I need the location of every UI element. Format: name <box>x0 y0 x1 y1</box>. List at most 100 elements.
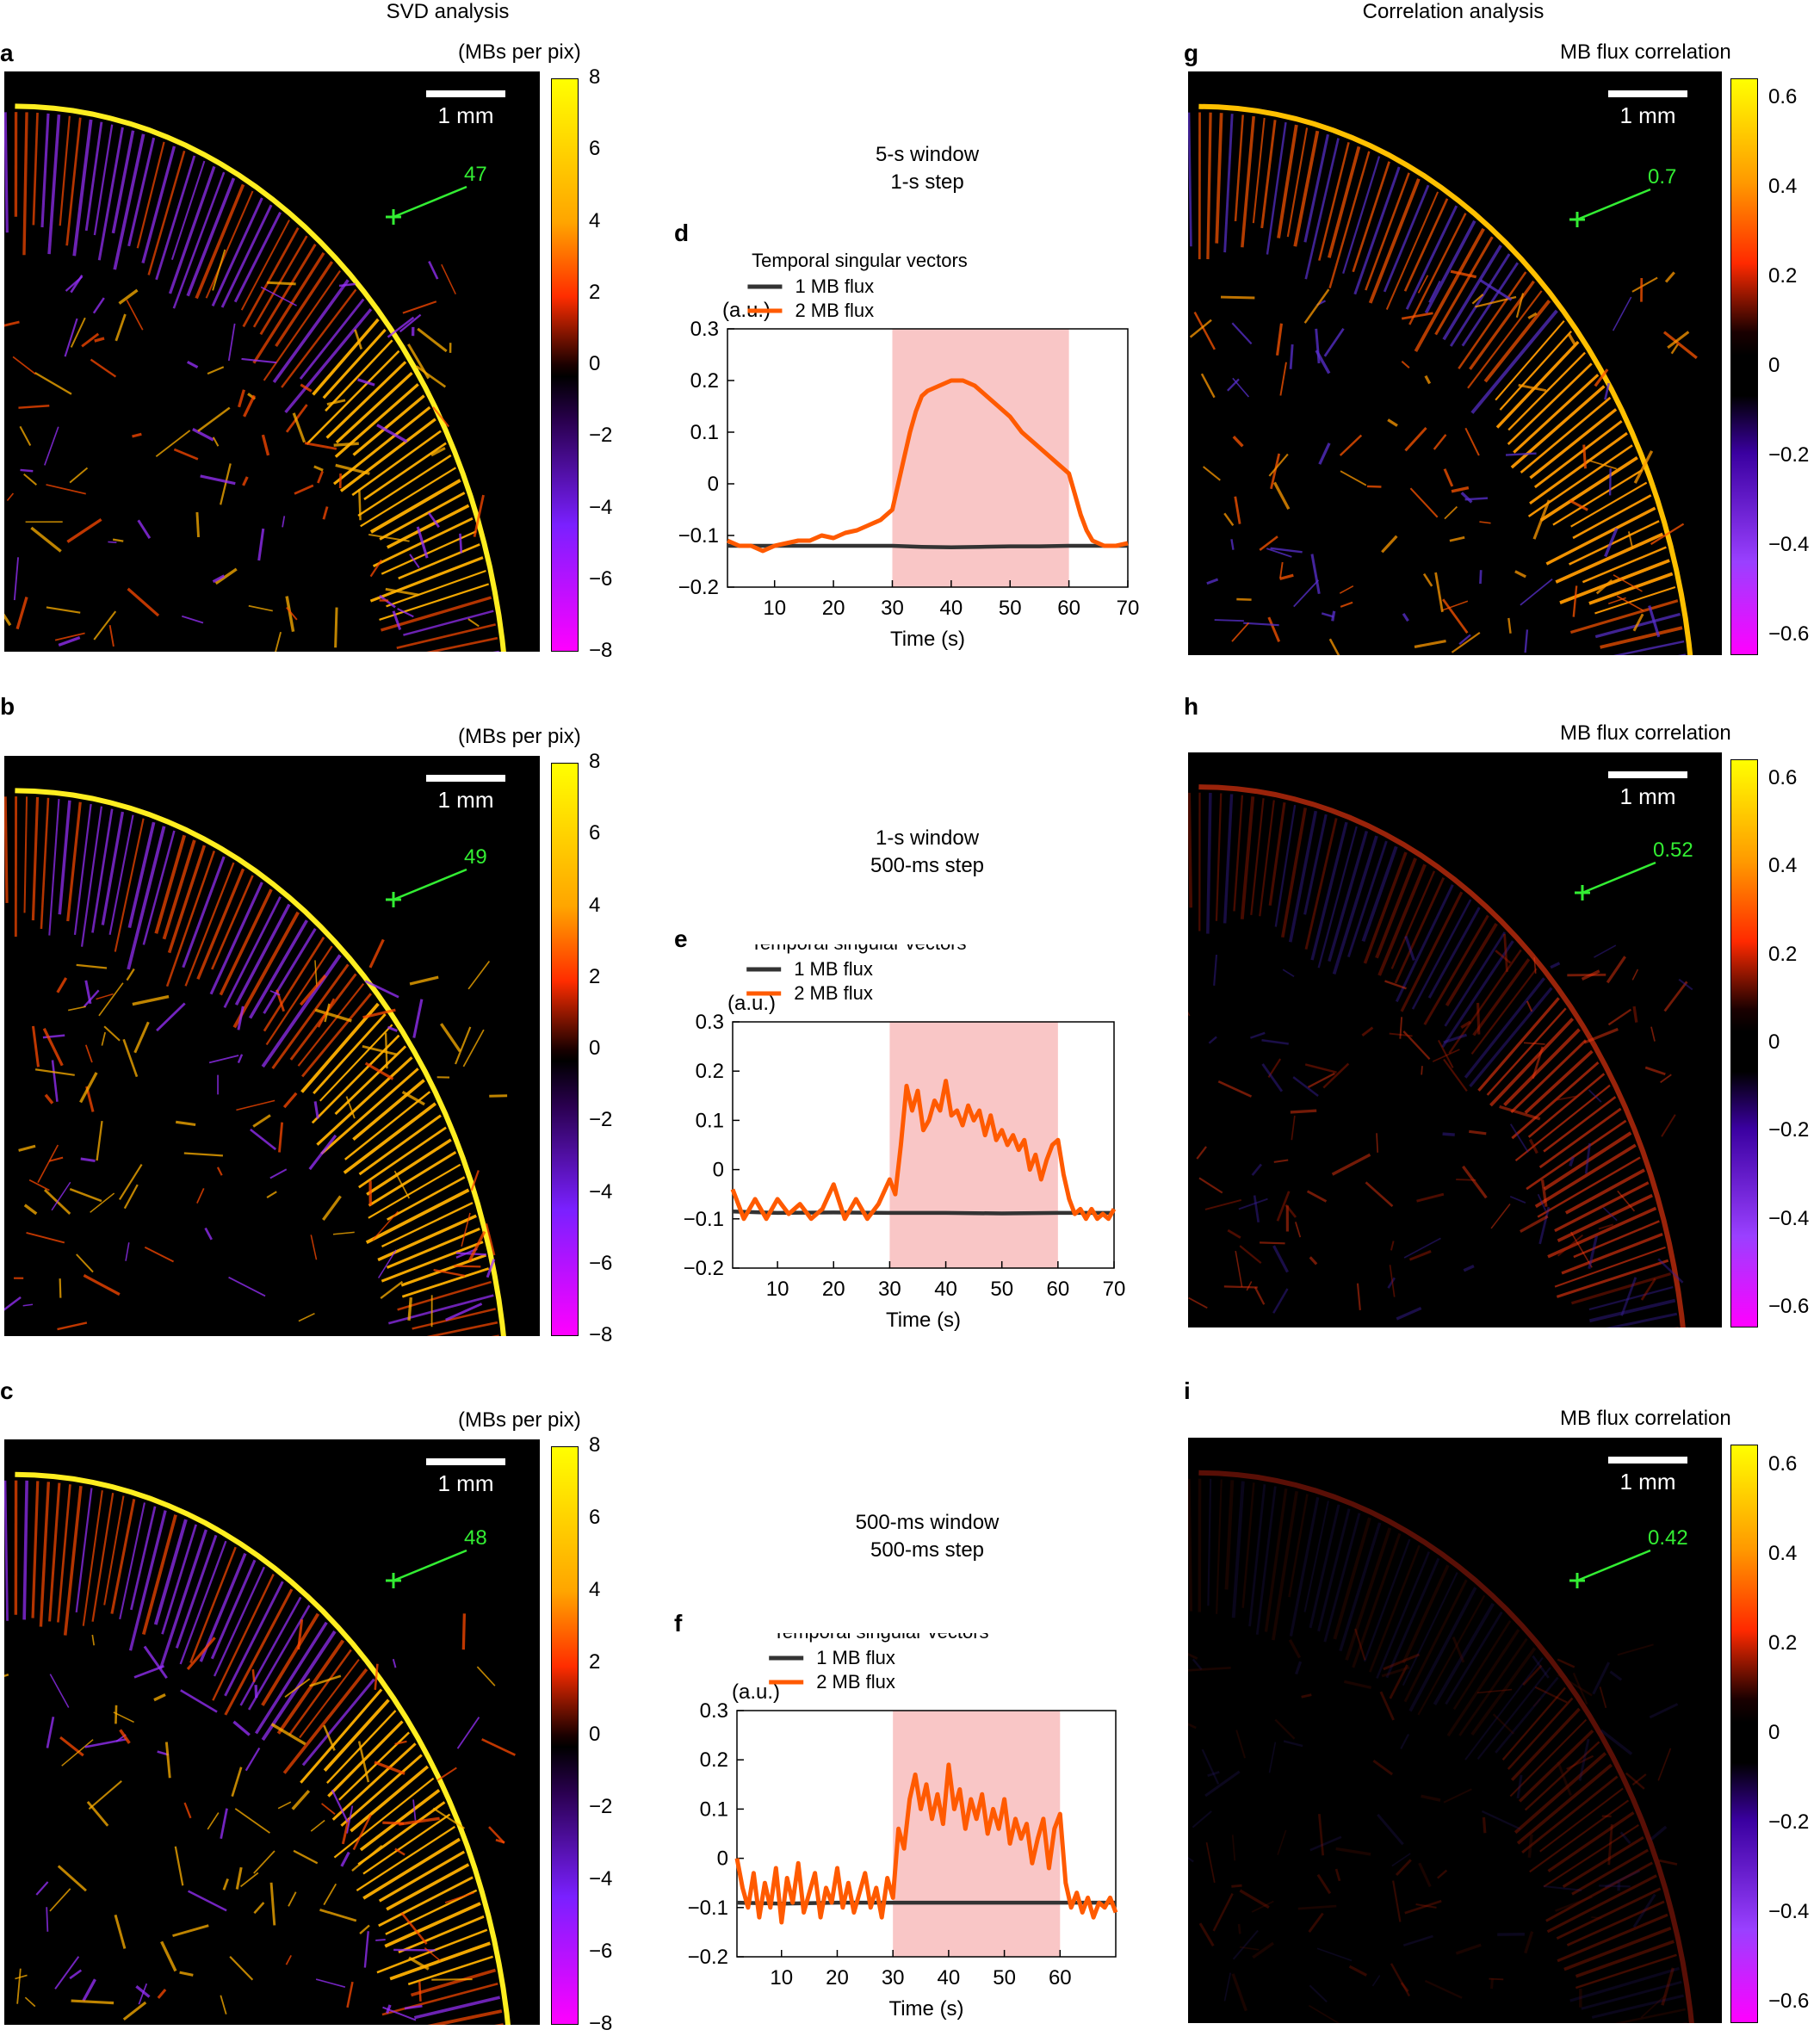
colorbar-tick-label: 2 <box>589 965 600 989</box>
colorbar-tick-label: −2 <box>589 1795 612 1819</box>
roi-marker: 0.42 <box>1569 1526 1688 1588</box>
colorbar-tick-label: 8 <box>589 750 600 774</box>
stimulus-region <box>893 1711 1060 1957</box>
x-axis-label: Time (s) <box>886 1309 961 1332</box>
corr-title: MB flux correlation <box>1560 1407 1731 1431</box>
x-tick-label: 60 <box>1057 597 1080 620</box>
x-tick-label: 70 <box>1117 597 1140 620</box>
y-tick-label: 0.1 <box>690 421 719 444</box>
legend-title: Temporal singular vectors <box>751 944 967 954</box>
legend-title: Temporal singular vectors <box>773 1633 989 1643</box>
roi-marker: 0.7 <box>1569 165 1676 227</box>
window-label-line1: 1-s window <box>876 826 979 851</box>
colorbar-tick-label: 4 <box>589 1578 600 1602</box>
colorbar-tick-label: −0.2 <box>1768 1118 1809 1142</box>
vessel-texture <box>4 790 508 1336</box>
x-tick-label: 70 <box>1103 1278 1126 1301</box>
x-tick-label: 40 <box>934 1278 957 1301</box>
x-tick-label: 30 <box>878 1278 901 1301</box>
roi-value: 0.52 <box>1653 839 1693 862</box>
colorbar-tick-label: 0 <box>1768 354 1780 378</box>
roi-marker: 49 <box>386 845 487 907</box>
svd-header: SVD analysis <box>362 0 534 24</box>
x-tick-label: 50 <box>999 597 1022 620</box>
panel-label-a: a <box>0 40 14 67</box>
y-tick-label: 0 <box>713 1159 724 1182</box>
vessel-texture <box>1189 107 1697 655</box>
y-tick-label: 0.2 <box>700 1748 728 1772</box>
colorbar-tick-label: −2 <box>589 424 612 448</box>
panel-label-d: d <box>674 220 689 247</box>
svd-map-a-image: 47 <box>4 71 540 652</box>
colorbar-tick-label: 4 <box>589 894 600 918</box>
roi-value: 47 <box>464 163 487 186</box>
scale-bar-label: 1 mm <box>419 1470 512 1497</box>
vessel-texture <box>4 1475 515 2025</box>
vessel-texture <box>1188 787 1693 1327</box>
y-tick-label: −0.1 <box>684 1208 724 1231</box>
corr-colorbar <box>1730 759 1758 1327</box>
colorbar-tick-label: 4 <box>589 209 600 233</box>
roi-marker: 0.52 <box>1575 839 1693 900</box>
colorbar-tick-label: 0.2 <box>1768 264 1797 288</box>
legend-label: 1 MB flux <box>816 1647 895 1668</box>
colorbar-tick-label: −4 <box>589 1180 612 1204</box>
legend-label: 2 MB flux <box>795 300 874 321</box>
corr-title: MB flux correlation <box>1560 721 1731 746</box>
colorbar-tick-label: 2 <box>589 1650 600 1674</box>
colorbar-tick-label: −6 <box>589 1940 612 1964</box>
y-tick-label: 0.3 <box>700 1699 728 1723</box>
corr-colorbar <box>1730 1445 1758 2023</box>
vessel-texture <box>1188 1473 1697 2023</box>
colorbar-tick-label: −2 <box>589 1108 612 1132</box>
y-tick-label: 0 <box>717 1847 728 1871</box>
colorbar-tick-label: −0.6 <box>1768 1295 1809 1319</box>
roi-value: 48 <box>464 1526 487 1550</box>
y-tick-label: −0.1 <box>688 1897 728 1920</box>
y-tick-label: 0.2 <box>690 369 719 393</box>
correlation-header: Correlation analysis <box>1324 0 1582 24</box>
colorbar-tick-label: 6 <box>589 821 600 845</box>
y-tick-label: 0 <box>708 473 719 496</box>
y-tick-label: −0.2 <box>684 1257 724 1280</box>
window-label-line2: 1-s step <box>890 170 963 195</box>
colorbar-tick-label: −0.4 <box>1768 533 1809 557</box>
svd-unit-label: (MBs per pix) <box>458 40 581 65</box>
corr-map-h-image: 0.52 <box>1188 752 1722 1327</box>
colorbar-tick-label: 0.2 <box>1768 943 1797 967</box>
colorbar-tick-label: 2 <box>589 281 600 305</box>
series-1-mb-flux <box>727 546 1128 548</box>
x-tick-label: 50 <box>993 1966 1016 1990</box>
colorbar-tick-label: 0 <box>589 1037 600 1061</box>
x-tick-label: 60 <box>1047 1278 1070 1301</box>
colorbar-tick-label: 0.6 <box>1768 85 1797 109</box>
colorbar-tick-label: −0.6 <box>1768 1990 1809 2014</box>
panel-label-c: c <box>0 1377 14 1405</box>
svd-unit-label: (MBs per pix) <box>458 1408 581 1433</box>
svd-map-c-image: 48 <box>4 1439 540 2025</box>
panel-label-b: b <box>0 693 15 721</box>
stimulus-region <box>889 1022 1057 1268</box>
svd-colorbar <box>551 78 579 652</box>
x-tick-label: 60 <box>1049 1966 1072 1990</box>
x-axis-label: Time (s) <box>888 1997 963 2021</box>
corr-map-g: 0.7 1 mm <box>1188 71 1722 655</box>
scale-bar-label: 1 mm <box>419 102 512 129</box>
colorbar-tick-label: −8 <box>589 1323 612 1347</box>
svd-map-c: 48 1 mm <box>4 1439 540 2025</box>
corr-map-i-image: 0.42 <box>1188 1438 1722 2023</box>
y-tick-label: 0.2 <box>696 1060 724 1083</box>
scale-bar-label: 1 mm <box>1601 102 1694 129</box>
y-tick-label: −0.1 <box>678 524 719 548</box>
legend-label: 2 MB flux <box>816 1671 895 1693</box>
roi-value: 49 <box>464 845 487 869</box>
corr-map-g-image: 0.7 <box>1188 71 1722 655</box>
scale-bar <box>426 1458 505 1465</box>
x-tick-label: 20 <box>826 1966 849 1990</box>
colorbar-tick-label: 0 <box>589 352 600 376</box>
scale-bar <box>1608 771 1687 778</box>
svd-colorbar <box>551 1446 579 2025</box>
colorbar-tick-label: 0.4 <box>1768 175 1797 199</box>
